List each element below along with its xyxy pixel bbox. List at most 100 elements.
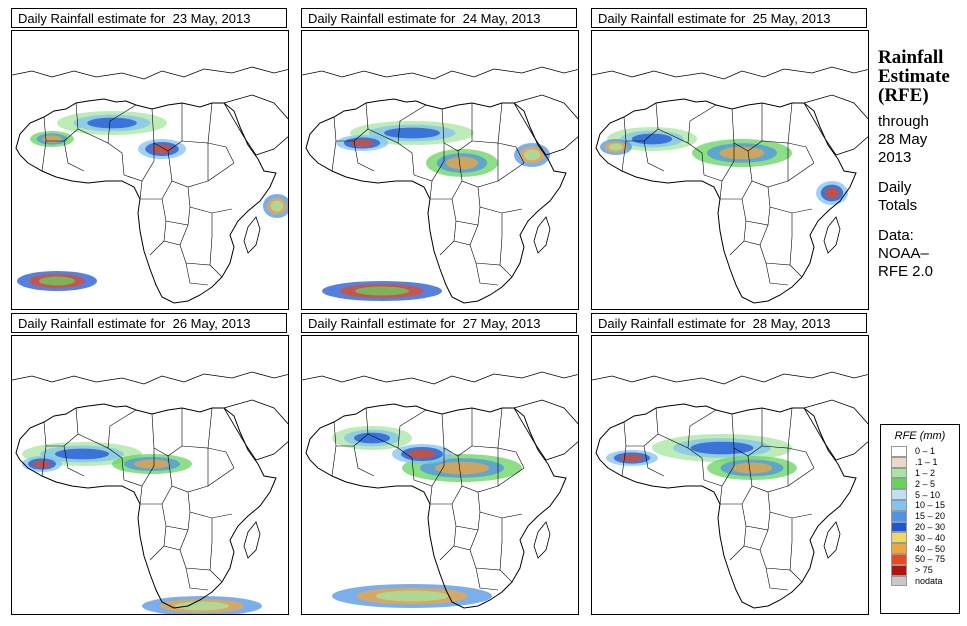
country-border — [367, 104, 427, 144]
africa-map-svg — [12, 31, 288, 309]
map-background — [12, 31, 288, 309]
country-border — [747, 455, 789, 493]
africa-map-svg — [592, 31, 868, 309]
country-border — [499, 264, 513, 278]
legend-swatch — [891, 532, 907, 544]
country-border — [457, 150, 499, 188]
legend-item: 20 – 30 — [891, 521, 959, 533]
country-border — [729, 545, 745, 561]
europe-coastline — [592, 66, 868, 80]
legend-item: .1 – 1 — [891, 456, 959, 468]
heading-line: Rainfall — [878, 47, 944, 68]
through-label: through — [878, 113, 929, 130]
country-border — [439, 240, 455, 256]
country-border — [767, 186, 813, 214]
country-border — [453, 525, 479, 551]
country-border — [163, 525, 189, 551]
country-border — [741, 198, 771, 226]
country-border — [107, 447, 125, 481]
rainfall-area — [824, 187, 840, 199]
legend-label: 40 – 50 — [915, 543, 946, 554]
rainfall-area — [631, 133, 673, 145]
country-border — [167, 150, 209, 188]
legend-item: 50 – 75 — [891, 553, 959, 565]
country-border — [741, 503, 771, 531]
legend-item: 30 – 40 — [891, 532, 959, 544]
country-border — [451, 503, 481, 531]
rainfall-area — [355, 286, 409, 296]
country-border — [161, 503, 191, 531]
date-line: 28 May — [878, 131, 928, 148]
country-border — [643, 445, 665, 477]
legend-swatch — [891, 553, 907, 565]
arabia-outline — [223, 94, 288, 156]
country-border — [451, 198, 481, 226]
africa-map-svg — [302, 336, 578, 614]
country-border — [453, 220, 479, 246]
legend-swatch — [891, 499, 907, 511]
madagascar-outline — [533, 216, 551, 254]
legend-label: 0 – 1 — [915, 446, 936, 457]
country-border — [207, 447, 235, 469]
country-border — [187, 186, 233, 214]
rainfall-area — [408, 449, 436, 459]
country-border — [765, 567, 789, 591]
country-border — [497, 448, 525, 487]
country-border — [207, 448, 235, 487]
country-border — [187, 491, 233, 519]
legend-swatch — [891, 467, 907, 479]
africa-map-svg — [302, 31, 578, 309]
country-border — [353, 140, 375, 172]
rainfall-area — [384, 127, 440, 139]
country-border — [687, 142, 705, 176]
country-border — [397, 447, 415, 481]
country-border — [149, 240, 165, 256]
arabia-outline — [223, 399, 288, 461]
africa-coastline — [595, 403, 857, 609]
rainfall-area — [270, 200, 284, 212]
heading-line: Estimate — [878, 66, 950, 87]
arabia-outline — [513, 399, 578, 461]
country-border — [209, 569, 223, 583]
legend-item: 5 – 10 — [891, 489, 959, 500]
africa-map-svg — [592, 336, 868, 614]
country-border — [77, 409, 137, 449]
map-background — [592, 31, 868, 309]
arabia-outline — [803, 399, 868, 461]
legend-label: 20 – 30 — [915, 521, 946, 532]
legend-label: 50 – 75 — [915, 554, 946, 565]
rainfall-area — [175, 601, 229, 611]
country-border — [657, 409, 717, 449]
country-border — [367, 409, 427, 449]
country-border — [429, 180, 463, 200]
country-border — [789, 569, 803, 583]
legend-item: 10 – 15 — [891, 499, 959, 511]
rainfall-area — [523, 149, 541, 161]
panel-title: Daily Rainfall estimate for 24 May, 2013 — [301, 8, 577, 28]
madagascar-outline — [823, 521, 841, 559]
legend-label: 10 – 15 — [915, 500, 946, 511]
legend-label: nodata — [915, 575, 943, 586]
rainfall-area — [350, 139, 374, 147]
rainfall-map — [591, 335, 869, 615]
map-panel-24: Daily Rainfall estimate for 24 May, 2013 — [301, 8, 579, 310]
africa-coastline — [15, 403, 277, 609]
country-border — [703, 143, 735, 182]
legend-label: 15 – 20 — [915, 511, 946, 522]
country-border — [687, 447, 705, 481]
country-border — [185, 262, 209, 286]
country-border — [353, 445, 375, 477]
country-border — [499, 569, 513, 583]
panel-title: Daily Rainfall estimate for 27 May, 2013 — [301, 313, 577, 333]
country-border — [497, 143, 525, 182]
country-border — [139, 485, 173, 505]
legend-label: > 75 — [915, 565, 933, 576]
country-border — [63, 140, 85, 172]
europe-coastline — [302, 371, 578, 385]
country-border — [457, 455, 499, 493]
country-border — [77, 104, 137, 144]
legend-swatch — [891, 543, 907, 554]
country-border — [63, 445, 85, 477]
arabia-outline — [803, 94, 868, 156]
country-border — [477, 491, 523, 519]
